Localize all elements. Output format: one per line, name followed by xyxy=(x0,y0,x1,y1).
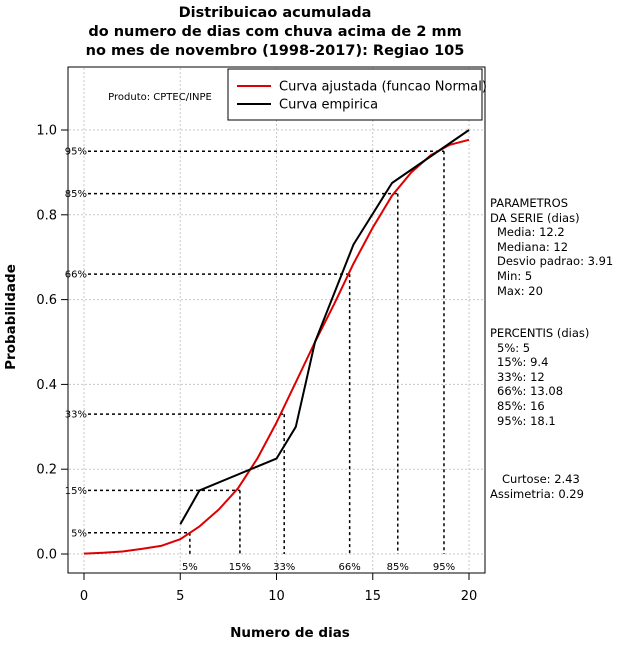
series xyxy=(83,129,470,555)
params-heading-2: DA SERIE (dias) xyxy=(490,210,580,225)
x-tick-label-3: 15 xyxy=(364,589,381,604)
x-tick-label-0: 0 xyxy=(80,589,88,604)
grid xyxy=(69,68,484,572)
percentile-95: 95%: 18.1 xyxy=(497,413,556,428)
percentile-5: 5%: 5 xyxy=(497,340,531,355)
percentile-15: 15%: 9.4 xyxy=(497,355,549,370)
percentile-heading: PERCENTIS (dias) xyxy=(490,326,590,340)
percentile-bottom-label-2: 33% xyxy=(273,562,295,573)
y-axis-label: Probabilidade xyxy=(3,264,19,370)
y-tick-label-2: 0.4 xyxy=(36,378,57,393)
title-line-3: no mes de novembro (1998-2017): Regiao 1… xyxy=(85,43,465,59)
param-min: Min: 5 xyxy=(497,268,533,283)
y-tick-label-5: 1.0 xyxy=(36,124,57,139)
params-heading-1: PARAMETROS xyxy=(490,196,569,210)
percentile-left-label-1: 15% xyxy=(65,486,87,497)
series-line-empirical xyxy=(179,129,470,525)
percentile-left-label-5: 95% xyxy=(65,147,87,158)
x-tick-label-2: 10 xyxy=(268,589,285,604)
stat-kurtosis: Curtose: 2.43 xyxy=(502,472,580,486)
title-line-1: Distribuicao acumulada xyxy=(178,5,372,21)
legend-box xyxy=(227,68,483,121)
x-tick-label-1: 5 xyxy=(176,589,184,604)
percentile-bottom-label-1: 15% xyxy=(229,562,251,573)
legend-label-empirical: Curva empirica xyxy=(279,98,378,113)
series-parameters: PARAMETROS DA SERIE (dias) Media: 12.2 M… xyxy=(490,196,613,298)
param-mean: Media: 12.2 xyxy=(497,225,565,240)
percentile-left-label-0: 5% xyxy=(71,528,87,539)
percentile-bottom-label-0: 5% xyxy=(182,562,198,573)
percentile-left-label-2: 33% xyxy=(65,410,87,421)
stat-skewness: Assimetria: 0.29 xyxy=(490,486,584,501)
y-tick-label-0: 0.0 xyxy=(36,548,57,563)
percentile-66: 66%: 13.08 xyxy=(497,384,564,399)
percentile-guides: 5% 5% 15% 15% 33% 33% 66% 66% 85% 85% 95% 95% xyxy=(65,147,455,573)
series-line-fitted-normal xyxy=(83,138,470,555)
x-axis-label: Numero de dias xyxy=(230,625,350,641)
credit-text: Produto: CPTEC/INPE xyxy=(108,92,212,103)
percentile-85: 85%: 16 xyxy=(497,398,545,413)
percentile-bottom-label-3: 66% xyxy=(339,562,361,573)
percentile-bottom-label-4: 85% xyxy=(387,562,409,573)
percentile-33: 33%: 12 xyxy=(497,369,545,384)
chart-title: Distribuicao acumulada do numero de dias… xyxy=(0,4,550,61)
legend: Curva ajustada (funcao Normal) Curva emp… xyxy=(227,68,487,121)
shape-statistics: Curtose: 2.43 Assimetria: 0.29 xyxy=(490,472,584,501)
y-tick-label-1: 0.2 xyxy=(36,463,57,478)
y-tick-label-3: 0.6 xyxy=(36,293,57,308)
percentile-bottom-label-5: 95% xyxy=(433,562,455,573)
percentile-left-label-3: 66% xyxy=(65,270,87,281)
y-tick-label-4: 0.8 xyxy=(36,208,57,223)
x-tick-label-4: 20 xyxy=(461,589,478,604)
credit: Produto: CPTEC/INPE xyxy=(108,92,212,103)
axes: 0 5 10 15 20 0.0 0.2 0.4 0.6 0.8 1.0 xyxy=(36,124,477,605)
percentile-left-label-4: 85% xyxy=(65,189,87,200)
param-stddev: Desvio padrao: 3.91 xyxy=(497,254,614,269)
legend-label-fitted: Curva ajustada (funcao Normal) xyxy=(279,80,487,95)
percentile-summary: PERCENTIS (dias) 5%: 5 15%: 9.4 33%: 12 … xyxy=(490,326,589,428)
param-max: Max: 20 xyxy=(497,283,543,298)
title-line-2: do numero de dias com chuva acima de 2 m… xyxy=(88,24,462,40)
param-median: Mediana: 12 xyxy=(497,239,569,254)
